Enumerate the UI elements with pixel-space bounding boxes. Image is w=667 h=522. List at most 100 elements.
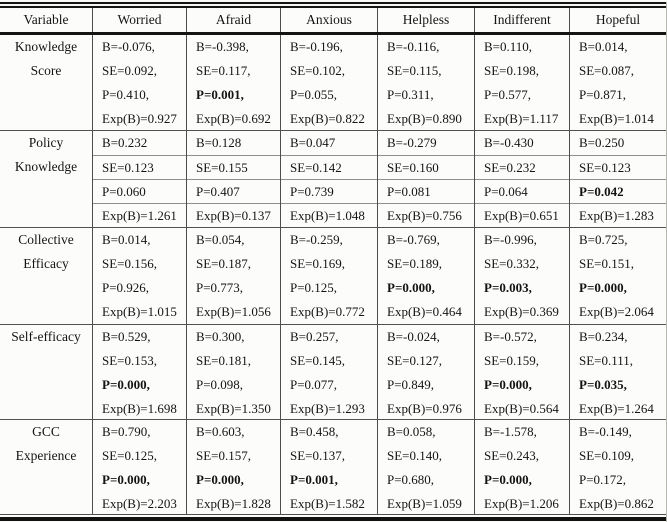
stat-line: SE=0.115, [387, 63, 442, 78]
stat-line: B=-1.578, [484, 424, 537, 439]
stat-line: Exp(B)=0.464 [387, 304, 462, 319]
stat-line: B=-0.572, [484, 329, 537, 344]
stat-cell-worried: B=0.790, SE=0.125, P=0.000, Exp(B)=2.203 [93, 420, 187, 514]
stat-cell-worried: B=0.529, SE=0.153, P=0.000, Exp(B)=1.698 [93, 325, 187, 419]
stat-line: Exp(B)=0.890 [387, 111, 462, 126]
stat-line: Exp(B)=1.350 [196, 401, 271, 416]
stat-line: SE=0.117, [196, 63, 251, 78]
stat-line: Exp(B)=2.203 [102, 496, 177, 511]
stat-line: B=-0.196, [290, 39, 343, 54]
stat-line: Exp(B)=1.582 [290, 496, 365, 511]
stat-line: SE=0.198, [484, 63, 540, 78]
stat-line: B=0.058, [387, 424, 436, 439]
stat-line: P=0.172, [579, 472, 627, 487]
stat-line: B=0.790, [102, 424, 151, 439]
table-row: Knowledge Score B=-0.076, SE=0.092, P=0.410,… [0, 35, 666, 131]
stat-line: Exp(B)=2.064 [579, 304, 654, 319]
stat-line: B=-0.769, [387, 232, 440, 247]
stat-cell-helpless: B=-0.769, SE=0.189, P=0.000, Exp(B)=0.464 [378, 228, 475, 324]
stat-line: Exp(B)=0.756 [378, 203, 474, 227]
table-bottom-rule [0, 517, 666, 521]
stat-line: B=0.232 [102, 135, 148, 150]
variable-cell: Policy Knowledge [0, 131, 93, 227]
stat-line: P=0.680, [387, 472, 435, 487]
stat-line: Exp(B)=1.056 [196, 304, 271, 319]
stat-line: B=-0.996, [484, 232, 537, 247]
column-header-helpless: Helpless [378, 8, 475, 32]
stat-cell-helpless: B=-0.116, SE=0.115, P=0.311, Exp(B)=0.890 [378, 35, 475, 130]
stat-line: P=0.001, [196, 87, 244, 102]
stat-line: SE=0.181, [196, 353, 252, 368]
stat-cell-anxious: B=0.047 SE=0.142 P=0.739 Exp(B)=1.048 [281, 131, 378, 227]
stat-line: Exp(B)=0.564 [484, 401, 559, 416]
stat-line: Exp(B)=1.698 [102, 401, 177, 416]
stat-line: SE=0.092, [102, 63, 158, 78]
stat-cell-hopeful: B=0.725, SE=0.151, P=0.000, Exp(B)=2.064 [570, 228, 666, 324]
variable-name: Collective [18, 232, 74, 247]
stat-line: Exp(B)=0.369 [484, 304, 559, 319]
stat-cell-hopeful: B=0.250 SE=0.123 P=0.042 Exp(B)=1.283 [570, 131, 666, 227]
stat-line: SE=0.157, [196, 448, 252, 463]
stat-cell-anxious: B=0.458, SE=0.137, P=0.001, Exp(B)=1.582 [281, 420, 378, 514]
stat-line: P=0.081 [378, 179, 474, 203]
stat-line: SE=0.140, [387, 448, 443, 463]
stat-line: P=0.035, [579, 377, 627, 392]
stat-line: B=-0.149, [579, 424, 632, 439]
stat-line: B=0.300, [196, 329, 245, 344]
stat-line: B=-0.259, [290, 232, 343, 247]
column-header-afraid: Afraid [187, 8, 281, 32]
stat-line: Exp(B)=1.828 [196, 496, 271, 511]
stat-line: Exp(B)=0.137 [187, 203, 280, 227]
table-row: GCC Experience B=0.790, SE=0.125, P=0.000, Ex… [0, 420, 666, 515]
table-header-row: Variable Worried Afraid Anxious Helpless… [0, 8, 666, 35]
stat-line: P=0.125, [290, 280, 338, 295]
stat-line: B=0.128 [196, 135, 242, 150]
column-header-anxious: Anxious [281, 8, 378, 32]
stat-line: P=0.042 [570, 179, 666, 203]
variable-name: Score [30, 63, 62, 78]
stat-line: P=0.000, [484, 472, 532, 487]
stat-line: P=0.739 [281, 179, 377, 203]
stat-line: SE=0.145, [290, 353, 346, 368]
stat-line: Exp(B)=0.772 [290, 304, 365, 319]
column-header-variable: Variable [0, 8, 93, 32]
stat-cell-indifferent: B=-0.996, SE=0.332, P=0.003, Exp(B)=0.369 [475, 228, 570, 324]
stat-line: Exp(B)=0.976 [387, 401, 462, 416]
stat-line: B=0.458, [290, 424, 339, 439]
stat-line: Exp(B)=1.059 [387, 496, 462, 511]
stat-line: Exp(B)=1.283 [570, 203, 666, 227]
stat-line: B=-0.116, [387, 39, 440, 54]
stat-line: B=-0.279 [387, 135, 437, 150]
stat-cell-worried: B=-0.076, SE=0.092, P=0.410, Exp(B)=0.927 [93, 35, 187, 130]
stat-cell-afraid: B=0.128 SE=0.155 P=0.407 Exp(B)=0.137 [187, 131, 281, 227]
variable-cell: Knowledge Score [0, 35, 93, 130]
stat-line: SE=0.332, [484, 256, 540, 271]
stat-line: Exp(B)=1.261 [93, 203, 186, 227]
stat-line: P=0.000, [196, 472, 244, 487]
stat-cell-hopeful: B=-0.149, SE=0.109, P=0.172, Exp(B)=0.862 [570, 420, 666, 514]
stat-line: P=0.055, [290, 87, 338, 102]
stat-line: B=0.234, [579, 329, 628, 344]
stat-line: P=0.577, [484, 87, 532, 102]
stat-cell-hopeful: B=0.014, SE=0.087, P=0.871, Exp(B)=1.014 [570, 35, 666, 130]
stat-line: Exp(B)=1.206 [484, 496, 559, 511]
stat-line: SE=0.137, [290, 448, 346, 463]
stat-line: Exp(B)=1.015 [102, 304, 177, 319]
stat-line: B=0.257, [290, 329, 339, 344]
stat-line: P=0.407 [187, 179, 280, 203]
stat-cell-anxious: B=-0.259, SE=0.169, P=0.125, Exp(B)=0.772 [281, 228, 378, 324]
stat-cell-anxious: B=0.257, SE=0.145, P=0.077, Exp(B)=1.293 [281, 325, 378, 419]
stat-line: P=0.098, [196, 377, 244, 392]
stat-line: SE=0.155 [187, 155, 280, 179]
stat-line: Exp(B)=1.293 [290, 401, 365, 416]
stat-line: B=0.725, [579, 232, 628, 247]
stat-cell-helpless: B=-0.279 SE=0.160 P=0.081 Exp(B)=0.756 [378, 131, 475, 227]
stat-line: SE=0.232 [475, 155, 569, 179]
stat-line: Exp(B)=0.927 [102, 111, 177, 126]
variable-name: Experience [15, 448, 77, 463]
stat-cell-indifferent: B=-1.578, SE=0.243, P=0.000, Exp(B)=1.206 [475, 420, 570, 514]
stat-cell-afraid: B=0.603, SE=0.157, P=0.000, Exp(B)=1.828 [187, 420, 281, 514]
stat-line: SE=0.123 [570, 155, 666, 179]
stat-cell-hopeful: B=0.234, SE=0.111, P=0.035, Exp(B)=1.264 [570, 325, 666, 419]
stat-cell-worried: B=0.232 SE=0.123 P=0.060 Exp(B)=1.261 [93, 131, 187, 227]
